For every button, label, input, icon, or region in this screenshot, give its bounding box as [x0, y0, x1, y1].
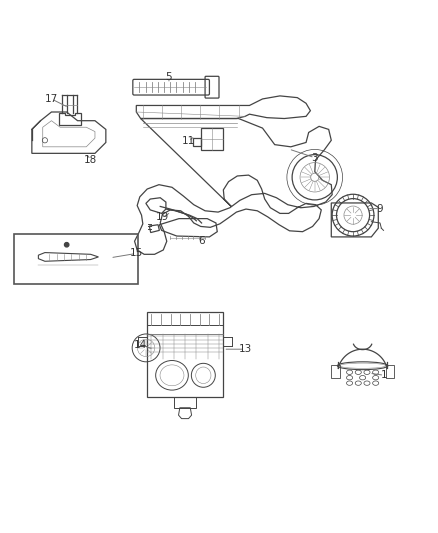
Circle shape — [64, 243, 69, 247]
Text: 11: 11 — [182, 136, 195, 146]
Text: 9: 9 — [377, 204, 383, 214]
Bar — [147, 312, 223, 397]
Bar — [14, 234, 138, 284]
Bar — [193, 138, 201, 146]
Bar — [174, 397, 196, 408]
Bar — [201, 128, 223, 150]
Text: 5: 5 — [166, 72, 172, 82]
Text: 19: 19 — [156, 212, 169, 222]
Text: 18: 18 — [84, 155, 97, 165]
Text: 17: 17 — [45, 94, 58, 104]
Text: 6: 6 — [198, 236, 205, 246]
Text: 1: 1 — [381, 370, 388, 381]
Text: 14: 14 — [134, 340, 147, 350]
Text: 3: 3 — [311, 152, 318, 163]
Text: 15: 15 — [130, 248, 143, 259]
Text: 13: 13 — [238, 344, 252, 354]
Bar — [331, 365, 339, 378]
Bar — [386, 365, 394, 378]
